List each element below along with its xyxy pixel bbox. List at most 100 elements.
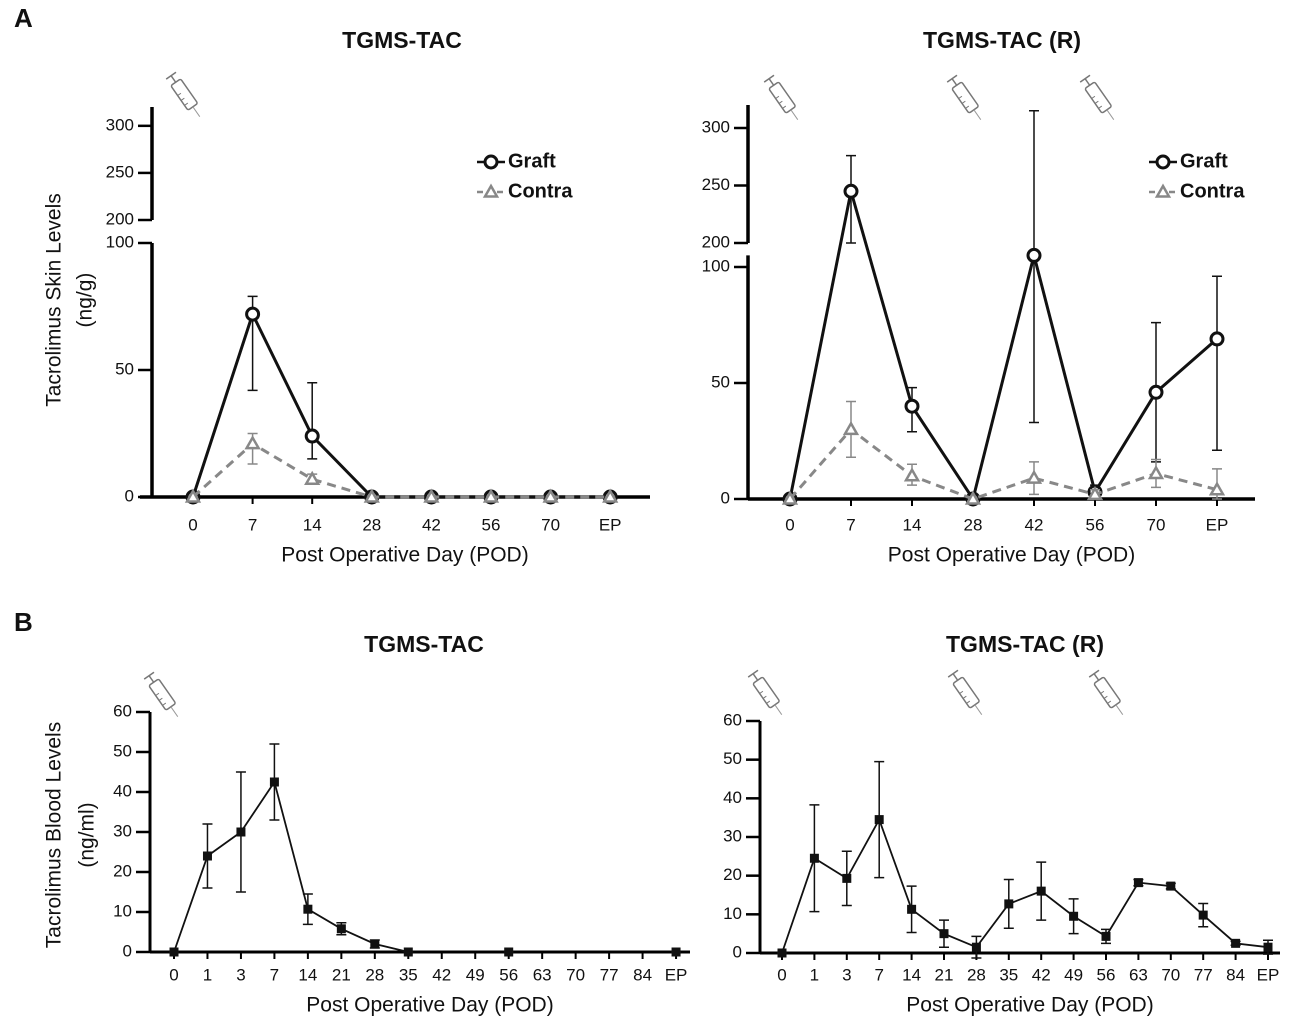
x-tick-label: 49 bbox=[466, 965, 485, 984]
data-point bbox=[236, 827, 246, 837]
x-tick-label: 70 bbox=[566, 965, 585, 984]
x-tick-label: 56 bbox=[1097, 965, 1116, 984]
x-tick-label: 56 bbox=[1086, 515, 1105, 534]
y-tick-label: 250 bbox=[702, 175, 730, 194]
y-tick-label: 0 bbox=[123, 941, 132, 960]
series-line bbox=[174, 782, 676, 952]
data-point bbox=[504, 947, 514, 957]
error-bar bbox=[1212, 275, 1222, 452]
legend-label: Contra bbox=[508, 180, 573, 202]
x-tick-label: EP bbox=[1257, 965, 1280, 984]
y-tick-label: 50 bbox=[711, 372, 730, 391]
data-point bbox=[1198, 910, 1208, 920]
syringe-icon bbox=[946, 74, 987, 124]
x-tick-label: EP bbox=[599, 515, 622, 534]
data-point bbox=[269, 777, 279, 787]
data-point bbox=[1148, 384, 1164, 400]
x-tick-label: 3 bbox=[236, 965, 245, 984]
y-tick-label: 10 bbox=[723, 904, 742, 923]
data-point bbox=[904, 398, 920, 414]
x-tick-label: 1 bbox=[203, 965, 212, 984]
y-axis-label: Tacrolimus Skin Levels bbox=[43, 193, 66, 407]
data-point bbox=[602, 488, 619, 503]
y-tick-label: 50 bbox=[113, 741, 132, 760]
data-point bbox=[245, 306, 261, 322]
data-point bbox=[370, 939, 380, 949]
legend-marker bbox=[1154, 183, 1172, 198]
x-axis-label: Post Operative Day (POD) bbox=[906, 994, 1153, 1017]
x-tick-label: 63 bbox=[1129, 965, 1148, 984]
x-tick-label: EP bbox=[665, 965, 688, 984]
data-point bbox=[169, 947, 179, 957]
series-line bbox=[191, 310, 611, 499]
series-line bbox=[781, 817, 1269, 954]
x-tick-label: 28 bbox=[964, 515, 983, 534]
y-axis-label: (ng/ml) bbox=[76, 802, 99, 867]
y-tick-label: 300 bbox=[702, 117, 730, 136]
y-tick-label: 200 bbox=[702, 232, 730, 251]
data-point bbox=[244, 435, 261, 450]
legend-marker bbox=[1155, 154, 1171, 170]
x-tick-label: 35 bbox=[399, 965, 418, 984]
data-point bbox=[809, 853, 819, 863]
legend-marker bbox=[482, 183, 500, 198]
data-point bbox=[1133, 878, 1143, 888]
x-tick-label: 70 bbox=[1147, 515, 1166, 534]
x-tick-label: 0 bbox=[777, 965, 786, 984]
legend-marker bbox=[483, 154, 499, 170]
data-point bbox=[842, 420, 860, 436]
data-point bbox=[202, 851, 212, 861]
data-point bbox=[1231, 938, 1241, 948]
x-tick-label: 7 bbox=[874, 965, 883, 984]
data-point bbox=[423, 488, 440, 503]
y-tick-label: 20 bbox=[113, 861, 132, 880]
x-tick-label: 28 bbox=[365, 965, 384, 984]
x-tick-label: 14 bbox=[903, 515, 922, 534]
x-tick-label: 14 bbox=[303, 515, 322, 534]
x-tick-label: EP bbox=[1206, 515, 1229, 534]
data-point bbox=[1101, 931, 1111, 941]
series-line bbox=[191, 441, 611, 499]
y-axis-label: (ng/g) bbox=[74, 273, 97, 328]
data-point bbox=[1263, 942, 1273, 952]
y-tick-label: 40 bbox=[113, 781, 132, 800]
x-tick-label: 21 bbox=[935, 965, 954, 984]
x-tick-label: 56 bbox=[499, 965, 518, 984]
panel-label: B bbox=[14, 607, 33, 637]
y-tick-label: 250 bbox=[106, 162, 134, 181]
data-point bbox=[482, 488, 500, 503]
error-bar bbox=[307, 381, 318, 460]
y-tick-label: 40 bbox=[723, 788, 742, 807]
x-tick-label: 1 bbox=[810, 965, 819, 984]
data-point bbox=[336, 924, 346, 934]
data-point bbox=[1026, 247, 1042, 263]
series-line bbox=[788, 427, 1218, 501]
x-tick-label: 21 bbox=[332, 965, 351, 984]
legend-label: Contra bbox=[1180, 180, 1245, 202]
x-axis-label: Post Operative Day (POD) bbox=[281, 544, 528, 567]
y-axis-label: Tacrolimus Blood Levels bbox=[43, 722, 66, 948]
y-tick-label: 50 bbox=[115, 359, 134, 378]
data-point bbox=[1069, 911, 1079, 921]
x-tick-label: 77 bbox=[1194, 965, 1213, 984]
data-point bbox=[781, 490, 799, 505]
x-tick-label: 7 bbox=[846, 515, 855, 534]
x-tick-label: 42 bbox=[1032, 965, 1051, 984]
x-axis-label: Post Operative Day (POD) bbox=[306, 994, 553, 1017]
data-point bbox=[1209, 331, 1225, 347]
syringe-icon bbox=[763, 74, 804, 124]
syringe-icon bbox=[747, 669, 788, 719]
y-tick-label: 100 bbox=[106, 232, 134, 251]
chart-title: TGMS-TAC bbox=[342, 27, 462, 53]
x-tick-label: 14 bbox=[902, 965, 921, 984]
x-tick-label: 7 bbox=[248, 515, 257, 534]
syringe-icon bbox=[1079, 74, 1120, 124]
x-tick-label: 56 bbox=[482, 515, 501, 534]
y-tick-label: 30 bbox=[723, 826, 742, 845]
data-point bbox=[907, 904, 917, 914]
y-tick-label: 60 bbox=[723, 710, 742, 729]
error-bar bbox=[1029, 110, 1039, 424]
x-tick-label: 14 bbox=[298, 965, 317, 984]
x-tick-label: 70 bbox=[1161, 965, 1180, 984]
syringe-icon bbox=[165, 71, 206, 121]
